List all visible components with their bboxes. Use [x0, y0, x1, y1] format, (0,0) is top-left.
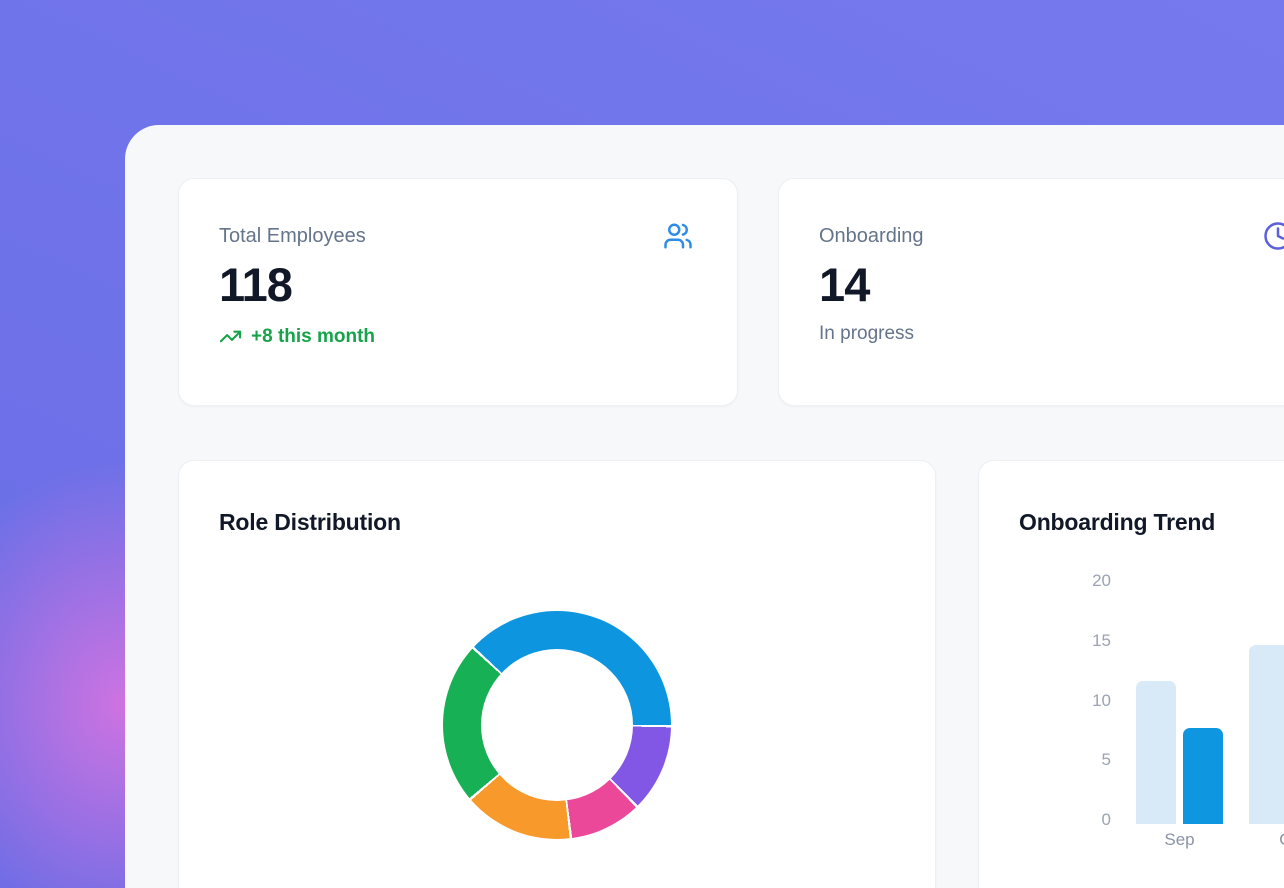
stat-subtext: In progress: [819, 323, 915, 345]
onboarding-card: Onboarding 14 In progress: [778, 178, 1284, 406]
total-employees-card: Total Employees 118 +8 this month: [178, 178, 738, 406]
stat-value: 118: [219, 258, 293, 311]
bar-oct-series-1: [1249, 644, 1284, 824]
x-axis-label: Oct: [1249, 830, 1284, 850]
bar-sep-series-2: [1183, 728, 1223, 824]
onboarding-trend-card: Onboarding Trend 0 5 10 15 20 Sep Oct: [978, 460, 1284, 888]
trending-up-icon: [219, 325, 242, 348]
x-axis-label: Sep: [1164, 830, 1195, 849]
chart-title: Role Distribution: [219, 509, 401, 535]
role-distribution-card: Role Distribution: [178, 460, 936, 888]
chart-title: Onboarding Trend: [1019, 509, 1216, 535]
y-axis-tick: 15: [1092, 630, 1111, 650]
bar-sep-series-1: [1136, 680, 1176, 824]
y-axis-tick: 0: [1101, 810, 1111, 829]
onboarding-trend-bar-chart: 0 5 10 15 20 Sep Oct: [979, 461, 1284, 888]
dashboard-panel: Total Employees 118 +8 this month Onboar…: [125, 125, 1284, 888]
donut-hole: [481, 649, 633, 801]
stat-value: 14: [819, 258, 870, 311]
y-axis-tick: 20: [1092, 571, 1111, 590]
stat-label: Onboarding: [819, 225, 924, 247]
stat-delta-text: +8 this month: [251, 325, 376, 347]
y-axis-tick: 5: [1101, 750, 1111, 770]
users-icon: [663, 221, 693, 251]
stat-delta: +8 this month: [219, 325, 697, 348]
clock-icon: [1263, 221, 1284, 251]
stat-label: Total Employees: [219, 225, 366, 247]
role-distribution-donut-chart: [443, 611, 671, 839]
y-axis-tick: 10: [1092, 690, 1111, 710]
